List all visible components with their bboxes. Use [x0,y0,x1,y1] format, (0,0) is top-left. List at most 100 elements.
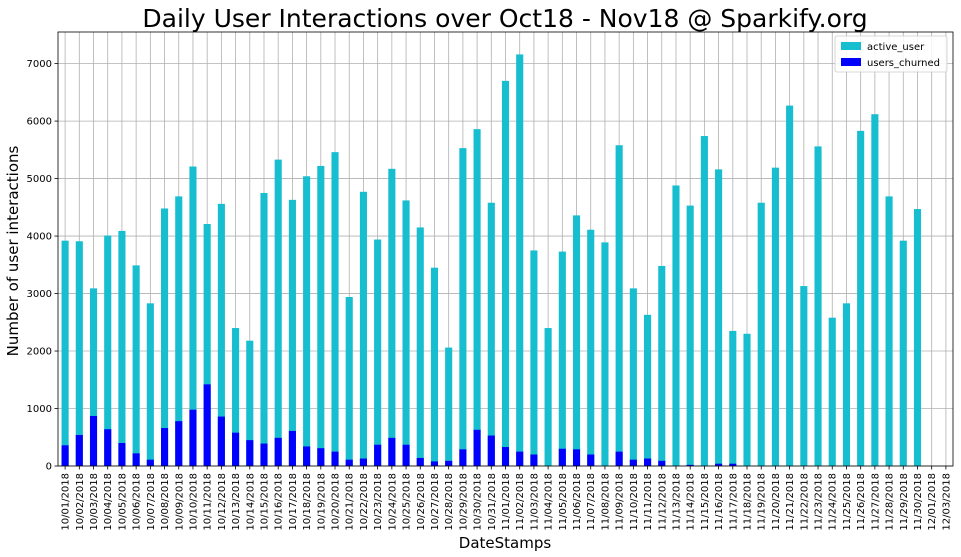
x-tick-label: 10/15/2018 [259,473,270,531]
bar-users-churned [715,463,723,466]
bar-active-user [416,227,424,466]
bar-active-user [530,250,538,466]
x-tick-label: 10/06/2018 [132,473,143,531]
x-tick-label: 11/28/2018 [885,473,896,531]
bar-users-churned [61,445,69,466]
bar-users-churned [374,444,382,466]
x-tick-label: 10/05/2018 [117,473,128,531]
x-tick-label: 10/23/2018 [373,473,384,531]
x-axis-label: DateStamps [459,534,552,552]
bar-active-user [430,267,439,466]
x-tick-label: 10/03/2018 [89,473,100,531]
x-tick-label: 12/01/2018 [927,473,938,531]
x-tick-label: 10/25/2018 [402,473,413,531]
bar-active-user [175,196,183,466]
bar-active-user [587,229,595,466]
bar-active-user [572,215,581,466]
bar-active-user [672,185,680,467]
bar-active-user [516,54,524,466]
legend: active_user users_churned [834,35,948,73]
x-tick-label: 10/11/2018 [203,473,214,531]
x-tick-label: 11/10/2018 [629,473,640,531]
bar-users-churned [288,430,296,466]
bar-users-churned [75,434,83,466]
bar-active-user [615,145,623,467]
bar-users-churned [232,432,240,466]
bar-active-user [644,314,652,466]
bar-active-user [388,168,396,466]
bar-active-user [729,330,737,466]
bar-active-user [345,296,353,466]
bar-active-user [544,328,552,466]
x-tick-label: 11/15/2018 [700,473,711,531]
bar-users-churned [487,435,495,466]
bar-users-churned [246,440,254,466]
bar-users-churned [516,451,524,466]
legend-box [834,35,948,73]
bar-active-user [445,347,453,466]
bar-users-churned [274,437,282,466]
bar-active-user [75,241,83,466]
bar-active-user [786,105,794,467]
x-tick-label: 11/26/2018 [856,473,867,531]
y-tick-label: 6000 [27,117,52,128]
bar-active-user [104,235,112,466]
x-tick-label: 11/23/2018 [814,473,825,531]
bar-active-user [473,129,481,466]
x-tick-label: 11/06/2018 [572,473,583,531]
bar-active-user [160,208,169,466]
x-tick-label: 10/26/2018 [416,473,427,531]
x-tick-label: 10/19/2018 [316,473,327,531]
x-tick-label: 11/27/2018 [870,473,881,531]
bar-active-user [501,80,510,466]
x-tick-label: 10/02/2018 [75,473,86,531]
x-tick-label: 11/03/2018 [529,473,540,531]
chart-title: Daily User Interactions over Oct18 - Nov… [142,4,867,33]
x-tick-label: 11/09/2018 [615,473,626,531]
bar-active-user [246,340,254,466]
x-tick-label: 10/21/2018 [345,473,356,531]
bar-users-churned [615,451,623,466]
x-tick-label: 10/24/2018 [387,473,398,531]
x-tick-label: 11/08/2018 [600,473,611,531]
bar-users-churned [331,451,339,466]
x-tick-label: 10/22/2018 [359,473,370,531]
x-tick-label: 10/20/2018 [331,473,342,531]
bar-active-user [459,148,467,466]
bar-active-user [814,146,822,466]
x-tick-label: 11/14/2018 [686,473,697,531]
x-tick-label: 11/07/2018 [586,473,597,531]
bar-active-user [487,202,495,466]
bar-users-churned [260,443,268,466]
bar-users-churned [160,428,169,466]
x-tick-label: 11/13/2018 [671,473,682,531]
x-tick-label: 10/08/2018 [160,473,171,531]
x-tick-label: 11/12/2018 [657,473,668,531]
legend-swatch-active-user [841,42,861,50]
x-tick-label: 10/12/2018 [217,473,228,531]
bar-active-user [217,203,225,467]
bar-users-churned [459,449,467,466]
x-tick-label: 11/30/2018 [913,473,924,531]
bar-users-churned [217,416,225,466]
y-tick-label: 5000 [27,174,52,185]
bar-active-user [857,130,865,466]
bar-active-user [146,303,154,466]
bar-users-churned [558,448,566,466]
bar-active-user [132,265,140,466]
bar-active-user [203,223,211,466]
bar-active-user [757,202,765,466]
x-tick-label: 11/20/2018 [771,473,782,531]
x-tick-label: 10/07/2018 [146,473,157,531]
bar-users-churned [388,437,396,466]
x-tick-label: 11/22/2018 [799,473,810,531]
bar-active-user [260,192,268,466]
bar-active-user [317,165,325,467]
bar-users-churned [146,459,154,466]
bar-active-user [828,317,836,466]
bar-active-user [374,239,382,466]
legend-label-active-user: active_user [867,42,925,53]
bar-active-user [771,167,779,466]
bar-active-user [686,205,694,466]
